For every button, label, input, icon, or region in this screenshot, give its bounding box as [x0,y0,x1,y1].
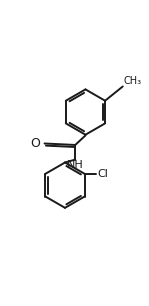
Text: O: O [30,136,40,150]
Text: Cl: Cl [97,169,108,179]
Text: NH: NH [67,160,84,170]
Text: CH₃: CH₃ [124,76,142,86]
